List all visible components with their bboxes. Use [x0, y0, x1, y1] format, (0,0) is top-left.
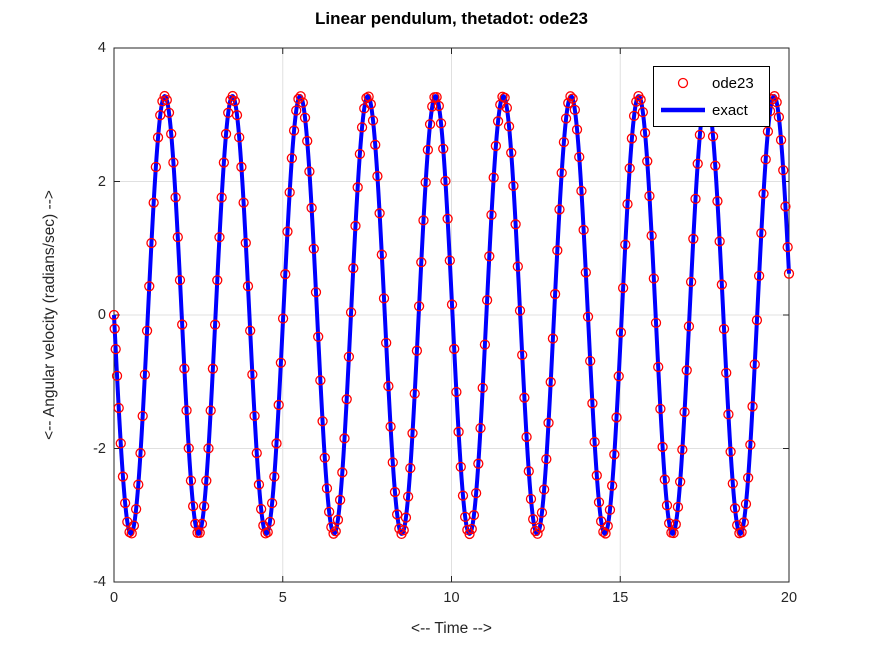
legend-entry-ode23: ode23	[654, 70, 769, 97]
x-tick-label: 10	[443, 590, 460, 606]
chart-title: Linear pendulum, thetadot: ode23	[315, 9, 588, 28]
y-tick-label: -4	[93, 574, 106, 590]
x-tick-label: 20	[780, 590, 798, 606]
x-axis-label: <-- Time -->	[411, 620, 492, 637]
legend-entry-exact: exact	[654, 97, 769, 124]
y-tick-label: -2	[93, 440, 106, 457]
y-tick-label: 0	[97, 307, 106, 323]
y-axis-label: <-- Angular velocity (radians/sec) -->	[41, 190, 58, 440]
legend: ode23 exact	[653, 66, 770, 127]
x-tick-label: 0	[109, 590, 119, 606]
legend-label-exact: exact	[712, 101, 748, 119]
line-sample-icon	[654, 106, 712, 114]
circle-marker-icon	[654, 76, 712, 90]
x-tick-label: 5	[278, 590, 287, 606]
legend-label-ode23: ode23	[712, 74, 754, 92]
x-tick-label: 15	[612, 590, 629, 606]
y-tick-label: 4	[97, 40, 106, 56]
ode23-markers	[108, 90, 795, 540]
y-tick-label: 2	[97, 173, 106, 190]
